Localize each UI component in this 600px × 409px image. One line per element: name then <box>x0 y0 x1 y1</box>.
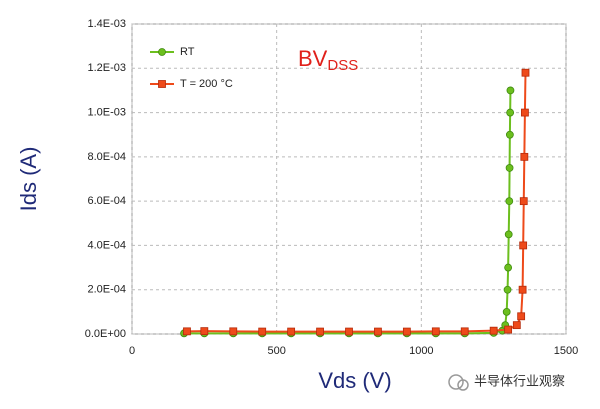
data-point <box>503 285 512 294</box>
legend-label: T = 200 °C <box>180 78 233 90</box>
legend-marker <box>158 80 166 88</box>
x-tick-label: 1500 <box>554 345 578 357</box>
y-tick-label: 2.0E-04 <box>87 284 126 296</box>
data-point <box>519 197 528 206</box>
data-point <box>431 327 440 336</box>
data-point <box>345 327 353 336</box>
data-point <box>183 327 191 336</box>
data-point <box>518 285 527 294</box>
data-point <box>505 164 514 172</box>
y-tick-label: 6.0E-04 <box>87 195 126 207</box>
watermark-icon <box>448 374 469 391</box>
data-point <box>506 86 515 95</box>
data-point <box>200 327 209 336</box>
data-point <box>402 327 411 336</box>
data-point <box>519 241 528 250</box>
x-tick-label: 1000 <box>409 345 433 357</box>
y-axis-label: Ids (A) <box>16 147 41 212</box>
plot-area <box>131 23 567 335</box>
data-point <box>520 152 529 161</box>
data-point <box>504 325 513 334</box>
data-point <box>287 327 296 336</box>
y-tick-label: 0.0E+00 <box>85 328 126 340</box>
data-point <box>460 327 469 336</box>
legend-marker <box>158 48 166 56</box>
data-point <box>506 108 515 117</box>
data-point <box>229 327 238 336</box>
watermark: 半导体行业观察 <box>474 373 565 388</box>
data-point <box>505 130 514 139</box>
y-tick-label: 8.0E-04 <box>87 151 126 163</box>
data-point <box>521 68 530 77</box>
annotation: BVDSS <box>298 46 358 74</box>
data-point <box>512 321 521 330</box>
y-tick-label: 1.0E-03 <box>87 106 126 118</box>
data-point <box>521 108 529 117</box>
legend-label: RT <box>180 46 195 58</box>
y-tick-label: 1.4E-03 <box>87 18 126 30</box>
data-point <box>258 327 267 336</box>
data-point <box>517 312 526 321</box>
annotation-text: BV <box>298 46 328 71</box>
data-point <box>316 327 324 336</box>
data-point <box>504 230 513 239</box>
x-tick-label: 500 <box>267 345 285 357</box>
annotation-subscript: DSS <box>327 57 358 74</box>
x-axis-label: Vds (V) <box>318 368 391 393</box>
data-point <box>489 326 498 335</box>
y-tick-label: 1.2E-03 <box>87 62 126 74</box>
data-point <box>502 307 511 316</box>
y-tick-label: 4.0E-04 <box>87 239 126 251</box>
x-tick-label: 0 <box>129 345 135 357</box>
data-point <box>374 327 382 336</box>
data-point <box>505 197 514 206</box>
data-point <box>504 263 513 272</box>
